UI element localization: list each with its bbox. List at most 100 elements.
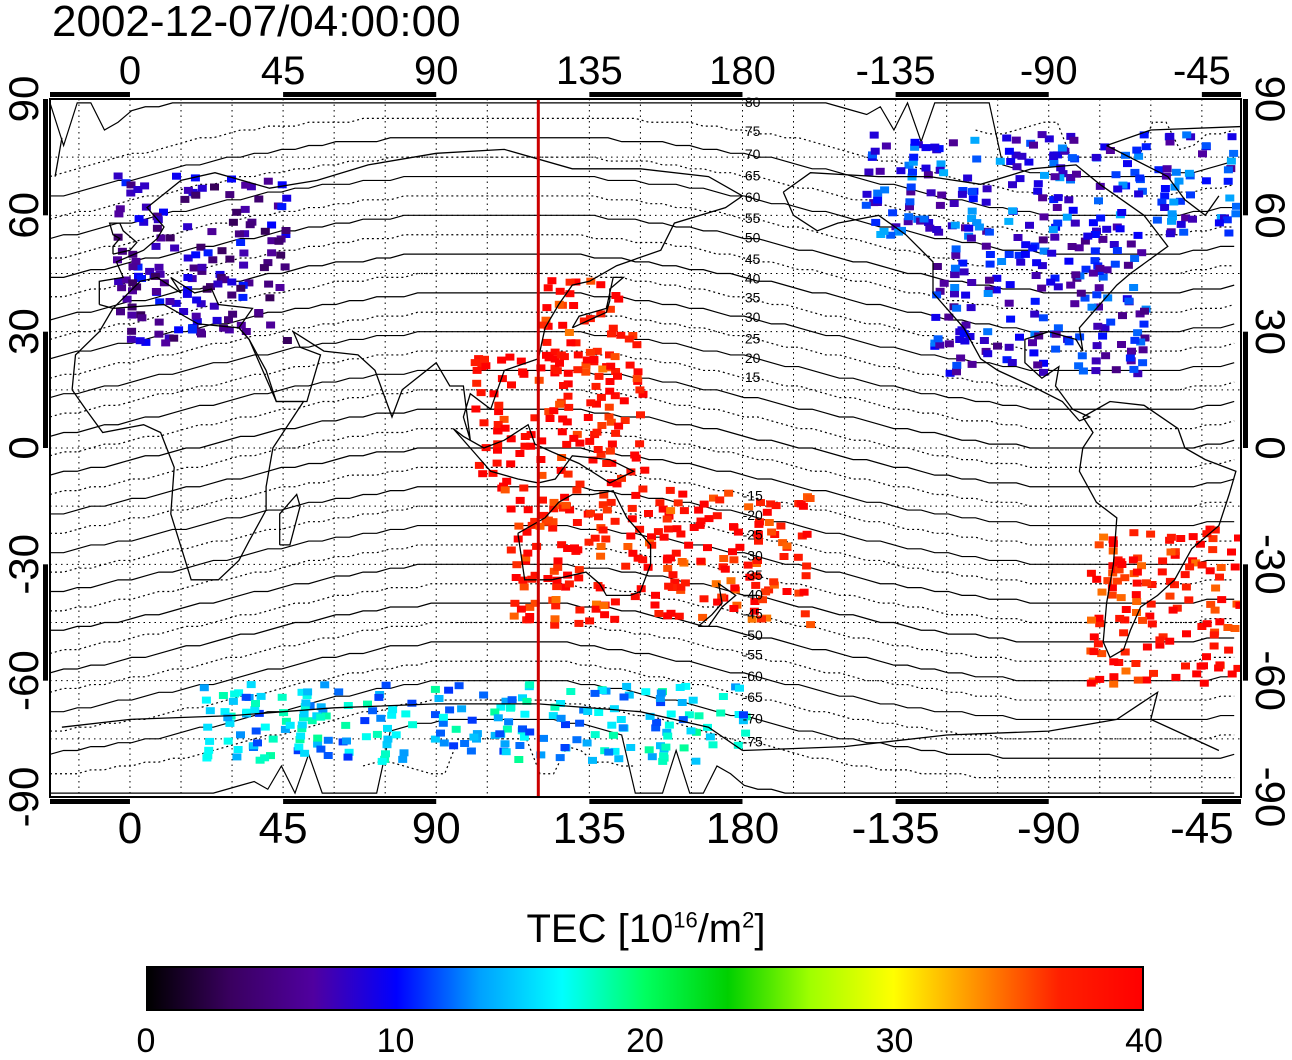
tec-point [182, 290, 192, 298]
tec-point [896, 167, 906, 175]
tec-point [563, 392, 573, 400]
tec-point [1127, 347, 1136, 355]
tec-point [274, 237, 284, 245]
tec-point [798, 502, 808, 510]
tec-point [220, 276, 230, 284]
tec-point [1198, 150, 1207, 158]
tec-point [174, 326, 184, 334]
tec-point [260, 227, 270, 235]
tec-point [981, 242, 991, 250]
magnetic-latitude-label: -70 [743, 710, 763, 726]
tec-point [1050, 233, 1060, 241]
tec-point [1248, 157, 1257, 164]
tec-point [550, 615, 560, 623]
tec-point [1087, 616, 1096, 624]
tec-point [563, 380, 573, 388]
tec-point [601, 535, 611, 543]
tec-point [240, 205, 250, 213]
tec-point [1192, 670, 1202, 678]
tec-point [281, 717, 291, 725]
tec-point [254, 195, 264, 203]
tec-point [1055, 174, 1065, 182]
tec-point [1103, 577, 1113, 585]
tec-point [565, 290, 575, 298]
tec-point [1094, 284, 1104, 292]
tec-point [1092, 342, 1102, 350]
tec-point [921, 164, 931, 172]
tec-point [1102, 266, 1112, 274]
tec-point [1049, 153, 1059, 160]
tec-point [1138, 616, 1148, 624]
tec-point [250, 706, 260, 714]
tec-point [875, 167, 885, 175]
tec-point [1115, 225, 1125, 233]
tec-point [1141, 143, 1151, 151]
tec-point [925, 224, 935, 232]
tec-point [398, 755, 408, 763]
tec-point [565, 278, 575, 286]
tec-point [750, 598, 760, 605]
magnetic-latitude-contour [50, 466, 1235, 546]
tec-point [1052, 204, 1062, 211]
tec-point [906, 188, 916, 196]
tec-point [239, 249, 249, 257]
tec-point [543, 284, 553, 292]
tec-point [597, 422, 607, 429]
tec-point [703, 544, 712, 552]
tec-point [1142, 676, 1152, 684]
magnetic-latitude-label: -30 [743, 548, 763, 564]
tec-point [536, 364, 546, 372]
tec-point [1011, 151, 1021, 159]
frame-tick-bar-left [43, 99, 48, 216]
tec-point [1004, 343, 1014, 351]
tec-point [1167, 217, 1176, 225]
tec-point [602, 506, 612, 514]
tec-point [937, 191, 947, 199]
tec-point [1138, 346, 1148, 354]
lat-tick-left: 60 [0, 192, 47, 239]
tec-point [150, 272, 160, 280]
tec-point [472, 366, 482, 374]
tec-point [1080, 294, 1090, 302]
tec-point [341, 721, 351, 729]
frame-tick-bar-top [283, 92, 437, 97]
tec-point [751, 581, 761, 589]
tec-point [645, 712, 655, 720]
tec-point [1108, 536, 1118, 544]
tec-point [1155, 636, 1165, 644]
tec-point [611, 429, 621, 437]
tec-point [672, 525, 682, 533]
tec-point [1225, 194, 1235, 202]
tec-point [647, 533, 656, 541]
tec-point [1097, 588, 1107, 596]
tec-point [661, 743, 671, 751]
magnetic-latitude-label: -50 [743, 627, 763, 643]
tec-point [886, 231, 896, 239]
tec-point [1155, 641, 1165, 649]
tec-point [793, 553, 803, 561]
tec-point [202, 285, 212, 293]
tec-point [607, 459, 617, 467]
tec-point [716, 709, 726, 717]
tec-point [575, 439, 585, 447]
tec-point [967, 188, 977, 196]
tec-point [263, 259, 273, 267]
tec-point [1107, 584, 1117, 592]
tec-point [560, 744, 570, 751]
tec-point [623, 543, 633, 550]
tec-point [575, 480, 585, 488]
tec-point [541, 316, 551, 324]
tec-point [494, 401, 504, 409]
lat-tick-left: -60 [0, 650, 47, 711]
tec-point [1132, 598, 1142, 605]
tec-point [1231, 210, 1241, 218]
tec-point [1130, 168, 1140, 176]
tec-point [761, 588, 771, 596]
tec-point [1123, 261, 1133, 269]
tec-point [561, 721, 570, 729]
tec-point [565, 506, 575, 514]
frame-tick-bar-bottom [1201, 799, 1241, 804]
tec-point [1089, 648, 1099, 656]
tec-point [594, 513, 603, 521]
tec-point [919, 215, 929, 223]
